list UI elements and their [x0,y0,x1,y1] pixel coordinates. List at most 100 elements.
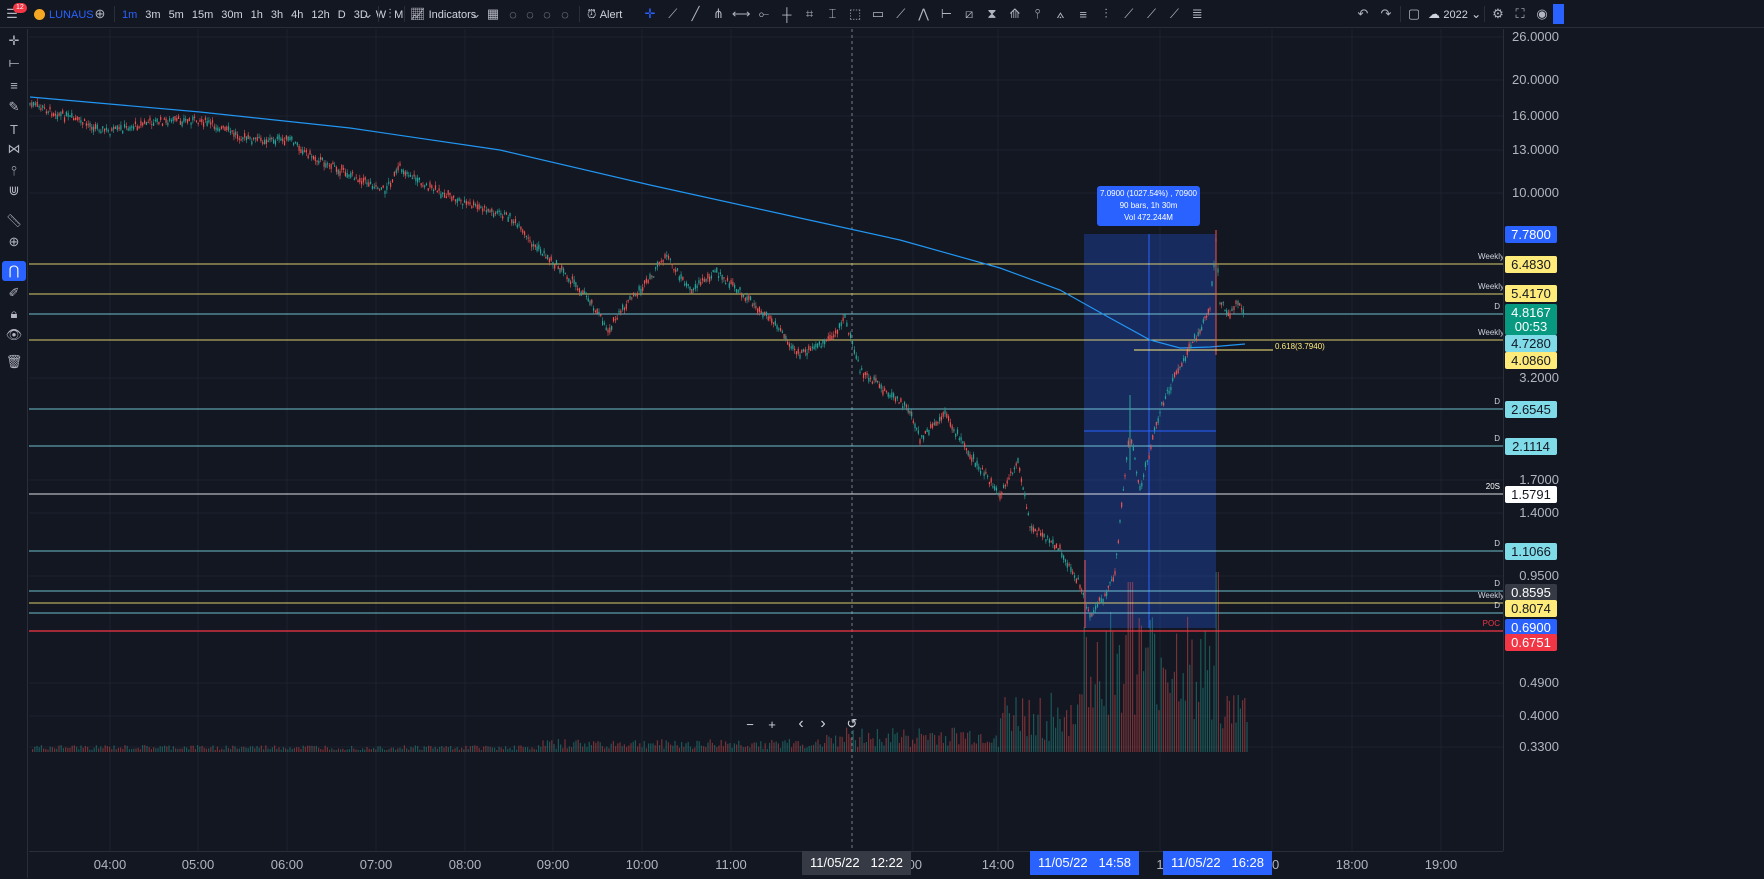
chart-type-icon[interactable]: ⫶ [388,6,392,21]
draw-tool-icon-3[interactable]: ╱ [691,6,700,21]
price-chart[interactable]: 0.618(3.7940) [29,29,1503,851]
trend-line-icon[interactable]: ⟝ [8,55,20,70]
price-scale[interactable]: 26.0000 20.0000 16.0000 13.0000 10.0000 3.200… [1503,29,1565,851]
time-tick: 07:00 [359,857,393,872]
timeframe-3m[interactable]: 3m [145,9,161,21]
scroll-left-button[interactable]: ‹ [798,715,804,732]
text-icon[interactable]: T [10,121,18,137]
timeframe-3D[interactable]: 3D [353,9,368,21]
price-label: 1.1066 [1505,543,1557,560]
draw-tool-icon-10[interactable]: ⬚ [849,6,862,21]
draw-tool-icon-1[interactable]: ✛ [644,6,656,21]
time-badge: 11/05/22 16:28 [1163,851,1273,875]
lock-icon[interactable]: 🔒︎ [10,306,18,321]
draw-tool-icon-14[interactable]: ⊢ [940,6,953,21]
draw-tool-icon-12[interactable]: ⟋ [896,6,906,21]
draw-tool-icon-23[interactable]: ⟋ [1147,6,1157,21]
camera-icon[interactable]: ◉ [1536,6,1548,21]
time-tick: 11:00 [715,857,747,872]
timeframe-3h[interactable]: 3h [270,9,284,21]
prediction-icon[interactable]: ⫯ [11,163,17,178]
replay-icon-1[interactable]: ◌ [509,6,517,22]
eye-icon[interactable]: 👁︎ [5,327,23,342]
indicators-icon: 📈︎ [410,7,426,21]
fullscreen-icon[interactable]: ⛶ [1515,6,1525,21]
lock-draw-icon[interactable]: ✐ [8,285,20,300]
replay-icon-2[interactable]: ◌ [526,6,534,22]
timeframe-30m[interactable]: 30m [221,9,243,21]
timeframe-12h[interactable]: 12h [311,9,330,21]
magnet-mode-icon[interactable]: ⋂ [2,261,26,281]
draw-tool-icon-24[interactable]: ⟋ [1169,6,1179,21]
draw-tool-icon-4[interactable]: ⋔ [712,6,724,21]
zoom-icon[interactable]: ⊕ [8,234,20,249]
draw-tool-icon-25[interactable]: ≣ [1191,6,1203,21]
alert-clock-icon: ⏰︎ [587,7,597,21]
chart-grid [29,29,1503,851]
reset-chart-button[interactable]: ↺ [846,716,858,731]
draw-tool-icon-6[interactable]: ⟜ [758,6,770,21]
alert-button[interactable]: ⏰︎ Alert [587,0,622,28]
level-tag: D [1494,601,1500,610]
fib-icon[interactable]: ≡ [10,77,18,93]
draw-tool-icon-5[interactable]: ⟷ [731,6,751,21]
timeframe-15m[interactable]: 15m [191,9,214,21]
layout-button[interactable]: ☁ 2022 ⌄ [1428,0,1481,28]
pattern-icon[interactable]: ⋈ [7,141,21,156]
fullscreen-box-icon[interactable]: ▢ [1407,6,1421,21]
draw-tool-icon-11[interactable]: ▭ [871,6,885,21]
timeframe-M[interactable]: M [394,9,404,21]
level-tag: Weekly [1478,282,1505,291]
draw-tool-icon-18[interactable]: ⫯ [1034,6,1041,21]
timeframe-4h[interactable]: 4h [291,9,304,21]
price-tick: 3.2000 [1519,370,1559,385]
zoom-in-button[interactable]: + [768,716,776,732]
draw-tool-icon-7[interactable]: ┼ [782,6,792,22]
draw-tool-icon-19[interactable]: ⟑ [1056,6,1065,21]
measure-change: 7.0900 (1027.54%) , 70900 [1100,189,1197,198]
draw-tool-icon-21[interactable]: ⫶ [1104,6,1108,21]
price-label: 1.5791 [1505,486,1557,503]
crosshair-icon[interactable]: ✛ [8,33,20,48]
scroll-right-button[interactable]: › [820,715,826,732]
ruler-icon[interactable]: 📏︎ [5,213,23,228]
magnet-icon[interactable]: ⋓ [8,183,20,198]
trash-icon[interactable]: 🗑︎ [5,354,23,369]
timeframe-5m[interactable]: 5m [168,9,184,21]
level-tag: D [1494,579,1500,588]
time-scale[interactable]: 04:00 05:00 06:00 07:00 08:00 09:00 10:00 11:00… [29,851,1503,879]
chevron-down-icon[interactable]: ⌄ [470,6,482,21]
draw-tool-icon-16[interactable]: ⧗ [987,6,997,21]
price-label: 7.7800 [1505,226,1557,243]
draw-tool-icon-13[interactable]: ⋀ [918,6,929,21]
draw-tool-icon-8[interactable]: ⌗ [805,6,814,21]
replay-icon-4[interactable]: ◌ [561,6,569,22]
draw-tool-icon-2[interactable]: ⟋ [668,6,678,21]
time-tick: 06:00 [270,857,304,872]
draw-tool-icon-17[interactable]: ⟰ [1009,6,1021,21]
timeframe-1m[interactable]: 1m [122,9,138,21]
compare-add-icon[interactable]: ⊕ [94,6,106,21]
draw-tool-icon-20[interactable]: ≡ [1079,6,1087,22]
chevron-down-icon[interactable]: ⌄ [362,6,374,21]
symbol-search[interactable]: LUNAUS [34,0,94,28]
brush-icon[interactable]: ✎ [8,99,20,114]
redo-icon[interactable]: ↷ [1380,6,1392,21]
draw-tool-icon-22[interactable]: ⟋ [1124,6,1134,21]
undo-icon[interactable]: ↶ [1357,6,1369,21]
level-tag: POC [1482,619,1500,628]
zoom-out-button[interactable]: − [746,716,754,732]
publish-button[interactable] [1553,4,1564,24]
replay-icon-3[interactable]: ◌ [543,6,551,22]
draw-tool-icon-15[interactable]: ⧄ [965,6,974,21]
menu-icon[interactable]: ☰ [6,6,18,21]
settings-gear-icon[interactable]: ⚙ [1492,6,1504,21]
draw-tool-icon-9[interactable]: ⌶ [828,6,837,21]
timeframe-1h[interactable]: 1h [250,9,263,21]
templates-icon[interactable]: ▦ [486,6,500,21]
timeframe-W[interactable]: W [375,9,387,21]
indicators-button[interactable]: 📈︎ Indicators [410,0,476,28]
timeframe-D[interactable]: D [337,9,346,21]
level-tag: D [1494,434,1500,443]
price-label: 4.7280 [1505,335,1557,352]
